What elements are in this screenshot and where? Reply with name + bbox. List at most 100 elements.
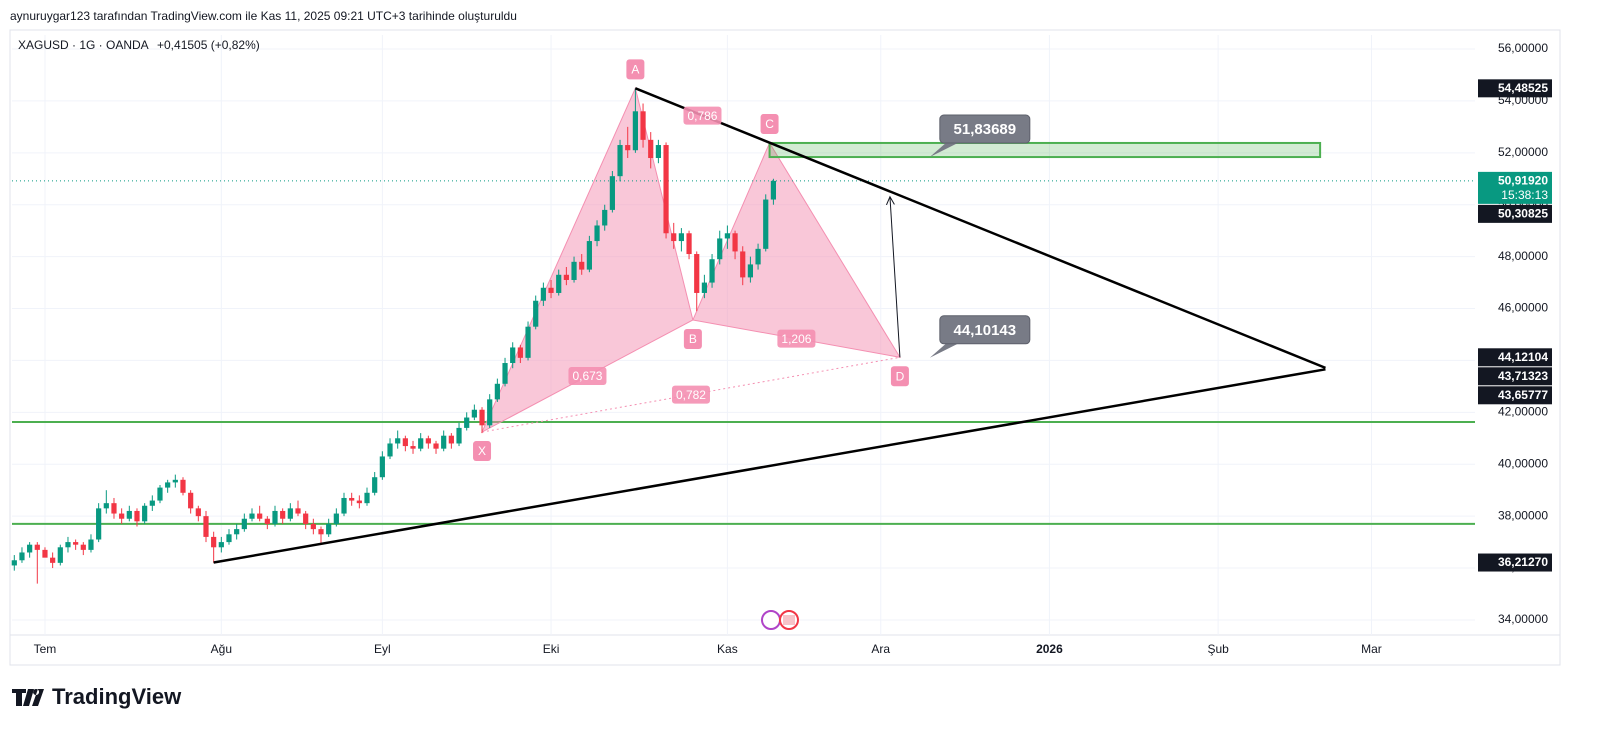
candle-body (42, 549, 48, 558)
x-tick-label: Tem (34, 642, 57, 656)
candle-body (27, 544, 33, 553)
x-tick-label: Şub (1207, 642, 1229, 656)
candle-body (502, 363, 508, 384)
candle-body (648, 139, 654, 159)
callout-label: 44,10143 (954, 322, 1017, 339)
candle-body (548, 287, 554, 293)
ratio-label: 0,786 (687, 109, 717, 123)
symbol: XAGUSD · 1G · OANDA (18, 38, 149, 52)
candle-body (234, 529, 240, 535)
candle-body (257, 513, 263, 519)
candle-body (165, 482, 171, 488)
chart: 34,0000036,0000038,0000040,0000042,00000… (11, 35, 1552, 656)
candle-body (65, 542, 71, 548)
price-change: +0,41505 (+0,82%) (157, 38, 260, 52)
y-tick-label: 42,00000 (1498, 405, 1548, 419)
point-box (626, 59, 645, 80)
candle-body (487, 399, 493, 426)
candle-body (387, 443, 393, 457)
candle-body (525, 326, 531, 358)
price-label: 36,21270 (1498, 555, 1548, 569)
x-tick-label: Eyl (374, 642, 391, 656)
countdown: 15:38:13 (1501, 188, 1548, 202)
candle-body (349, 497, 355, 501)
candle-body (433, 443, 439, 449)
candle-body (456, 427, 462, 444)
price-label: 43,65777 (1498, 388, 1548, 402)
y-tick-label: 38,00000 (1498, 508, 1548, 522)
candle-body (50, 557, 56, 563)
logo-text: TradingView (52, 684, 182, 709)
callout-box (939, 315, 1031, 345)
point-label: X (478, 444, 486, 458)
candle-body (119, 513, 125, 519)
candle-body (479, 409, 485, 426)
point-box (890, 366, 909, 387)
price-label-box (1478, 348, 1552, 367)
candle-body (57, 547, 63, 563)
x-tick-label: Eki (543, 642, 560, 656)
candle-body (701, 282, 707, 293)
candle-body (310, 523, 316, 530)
icon (761, 610, 781, 630)
candle-body (755, 248, 761, 265)
logo-icon (12, 689, 44, 706)
price-label: 50,91920 (1498, 174, 1548, 188)
candle-body (142, 505, 148, 522)
candle-body (709, 259, 715, 283)
logo: TradingView (12, 684, 182, 709)
candle-body (747, 264, 754, 278)
point-box (683, 328, 702, 349)
candle-body (571, 261, 577, 280)
callout-pointer (929, 143, 958, 158)
point-box (760, 113, 779, 134)
trend-line (213, 368, 1326, 564)
candle-body (694, 254, 700, 293)
candle-body (663, 145, 669, 234)
candle-body (318, 529, 324, 535)
ratio-label: 0,673 (572, 369, 602, 383)
candle-body (678, 233, 684, 242)
candle-body (111, 503, 117, 514)
ratio-box (683, 106, 722, 125)
price-label-box (1478, 386, 1552, 405)
y-tick-label: 56,00000 (1498, 41, 1548, 55)
price-label: 54,48525 (1498, 81, 1548, 95)
candle-body (517, 347, 523, 358)
candle-body (295, 508, 301, 514)
point-label: B (689, 332, 697, 346)
callout-pointer (929, 343, 958, 358)
y-tick-label: 46,00000 (1498, 301, 1548, 315)
candle-body (579, 261, 585, 270)
price-label-box (1478, 79, 1552, 98)
candle-body (249, 513, 255, 519)
candle-body (410, 446, 416, 449)
candle-body (632, 111, 638, 151)
candle-body (280, 510, 286, 519)
point-label: A (631, 62, 639, 76)
candle-body (425, 438, 431, 444)
candle-body (609, 176, 615, 210)
candle-body (241, 518, 247, 530)
icon (783, 615, 795, 625)
candle-body (218, 542, 224, 548)
candle-body (770, 180, 777, 200)
price-label: 44,12104 (1498, 350, 1548, 364)
candle-body (203, 516, 209, 537)
candle-body (717, 238, 723, 260)
candle-body (763, 199, 769, 249)
candle-body (134, 510, 140, 522)
x-tick-label: Ara (871, 642, 890, 656)
candle-body (556, 274, 562, 293)
candle-body (724, 233, 730, 239)
candle-body (441, 435, 447, 449)
price-label-box (1478, 553, 1552, 572)
candle-body (671, 233, 677, 242)
candle-body (103, 503, 109, 509)
point-label: D (896, 369, 905, 383)
price-label-box (1478, 204, 1552, 223)
pattern-leg (481, 356, 901, 433)
x-tick-label: Mar (1361, 642, 1382, 656)
candle-body (73, 542, 79, 545)
